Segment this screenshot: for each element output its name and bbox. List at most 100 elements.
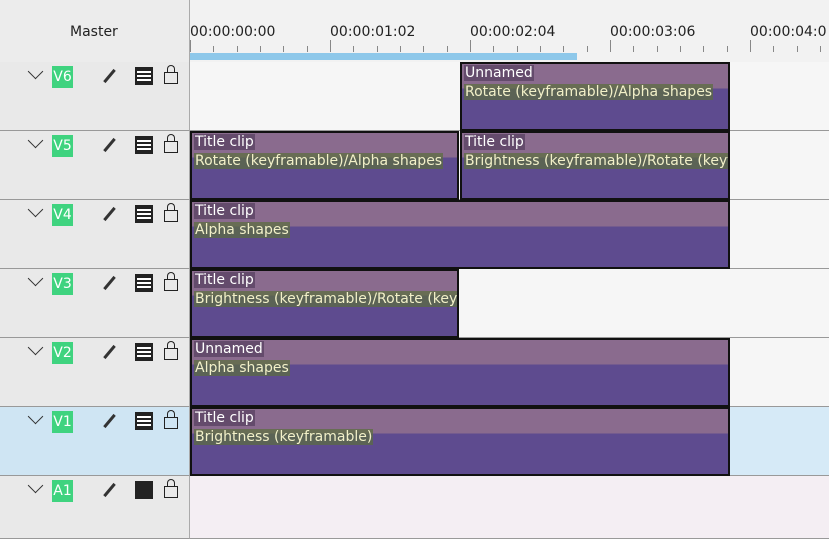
ruler-tick: [539, 46, 541, 52]
hide-icon[interactable]: [135, 412, 153, 430]
collapse-arrow[interactable]: [27, 408, 44, 425]
ruler-tick: [493, 46, 495, 52]
collapse-arrow[interactable]: [27, 201, 44, 218]
clip-title: Unnamed: [464, 65, 534, 81]
track-name: V3: [52, 273, 73, 295]
ruler-tick: [190, 40, 191, 52]
effect-icon[interactable]: [103, 482, 116, 498]
clip-effects: Brightness (keyframable)/Rotate (keyf: [464, 153, 728, 169]
ruler: 00:00:00:00 00:00:01:02 00:00:02:04 00:00:0…: [190, 0, 829, 63]
ruler-tick: [516, 46, 518, 52]
ruler-tick: [329, 40, 331, 52]
collapse-arrow[interactable]: [27, 477, 44, 494]
clip[interactable]: Title clip Brightness (keyframable): [190, 407, 730, 476]
lock-shackle: [167, 65, 175, 73]
ruler-tick: [563, 46, 565, 52]
track-header: V3: [0, 269, 190, 338]
clip-effects: Rotate (keyframable)/Alpha shapes: [194, 153, 444, 169]
collapse-arrow[interactable]: [27, 270, 44, 287]
lock-icon[interactable]: [164, 348, 178, 360]
clip[interactable]: Unnamed Rotate (keyframable)/Alpha shapes: [460, 62, 730, 131]
clip[interactable]: Unnamed Alpha shapes: [190, 338, 730, 407]
mute-icon[interactable]: [135, 481, 153, 499]
track-header: V6: [0, 62, 190, 131]
master-header: Master: [0, 0, 190, 63]
clip[interactable]: Title clip Rotate (keyframable)/Alpha sha…: [190, 131, 459, 200]
ruler-tick: [306, 46, 308, 52]
lock-shackle: [167, 134, 175, 142]
ruler-tick: [469, 40, 471, 52]
lock-icon[interactable]: [164, 417, 178, 429]
effect-icon[interactable]: [103, 68, 116, 84]
ruler-tick: [259, 46, 261, 52]
master-label: Master: [70, 24, 118, 40]
ruler-tick: [819, 46, 821, 52]
ruler-tick: [446, 46, 448, 52]
lock-icon[interactable]: [164, 210, 178, 222]
ruler-tick: [353, 46, 355, 52]
lock-icon[interactable]: [164, 279, 178, 291]
clip-title: Unnamed: [194, 341, 264, 357]
ruler-tick: [399, 46, 401, 52]
effect-icon[interactable]: [103, 275, 116, 291]
hide-icon[interactable]: [135, 274, 153, 292]
track-header: A1: [0, 476, 190, 539]
zone-bar: [190, 53, 577, 60]
effect-icon[interactable]: [103, 206, 116, 222]
clip-effects: Brightness (keyframable): [194, 429, 374, 445]
hide-icon[interactable]: [135, 136, 153, 154]
track-header: V2: [0, 338, 190, 407]
ruler-tick: [609, 40, 611, 52]
track-name: V1: [52, 411, 73, 433]
collapse-arrow[interactable]: [27, 63, 44, 80]
lock-icon[interactable]: [164, 72, 178, 84]
effect-icon[interactable]: [103, 344, 116, 360]
clip-effects: Rotate (keyframable)/Alpha shapes: [464, 84, 714, 100]
clip[interactable]: Title clip Brightness (keyframable)/Rotat…: [460, 131, 730, 200]
ruler-tick: [679, 46, 681, 52]
track-name: V4: [52, 204, 73, 226]
ruler-tick: [213, 46, 215, 52]
ruler-tick: [703, 46, 705, 52]
track-name: V6: [52, 66, 73, 88]
collapse-arrow[interactable]: [27, 132, 44, 149]
hide-icon[interactable]: [135, 343, 153, 361]
lock-shackle: [167, 479, 175, 487]
track-name: V5: [52, 135, 73, 157]
collapse-arrow[interactable]: [27, 339, 44, 356]
clip[interactable]: Title clip Alpha shapes: [190, 200, 730, 269]
clip-title: Title clip: [194, 134, 255, 150]
ruler-tick: [376, 46, 378, 52]
ruler-tick: [633, 46, 635, 52]
track-header: V5: [0, 131, 190, 200]
lock-icon[interactable]: [164, 486, 178, 498]
track-header: V1: [0, 407, 190, 476]
track-header: V4: [0, 200, 190, 269]
ruler-tick: [586, 46, 588, 52]
lock-shackle: [167, 341, 175, 349]
timecode: 00:00:00:00: [190, 24, 276, 40]
ruler-tick: [656, 46, 658, 52]
ruler-tick: [423, 46, 425, 52]
lock-icon[interactable]: [164, 141, 178, 153]
hide-icon[interactable]: [135, 205, 153, 223]
track-name: V2: [52, 342, 73, 364]
effect-icon[interactable]: [103, 137, 116, 153]
timecode: 00:00:03:06: [610, 24, 696, 40]
ruler-tick: [773, 46, 775, 52]
clip-title: Title clip: [194, 410, 255, 426]
effect-icon[interactable]: [103, 413, 116, 429]
hide-icon[interactable]: [135, 67, 153, 85]
clip-title: Title clip: [194, 272, 255, 288]
lock-shackle: [167, 410, 175, 418]
track-lane: [190, 476, 829, 539]
clip-effects: Brightness (keyframable)/Rotate (keyf: [194, 291, 457, 307]
ruler-tick: [283, 46, 285, 52]
timecode: 00:00:02:04: [470, 24, 556, 40]
timecode: 00:00:04:0: [750, 24, 827, 40]
lock-shackle: [167, 203, 175, 211]
track-name: A1: [52, 480, 73, 502]
clip[interactable]: Title clip Brightness (keyframable)/Rotat…: [190, 269, 459, 338]
lock-shackle: [167, 272, 175, 280]
